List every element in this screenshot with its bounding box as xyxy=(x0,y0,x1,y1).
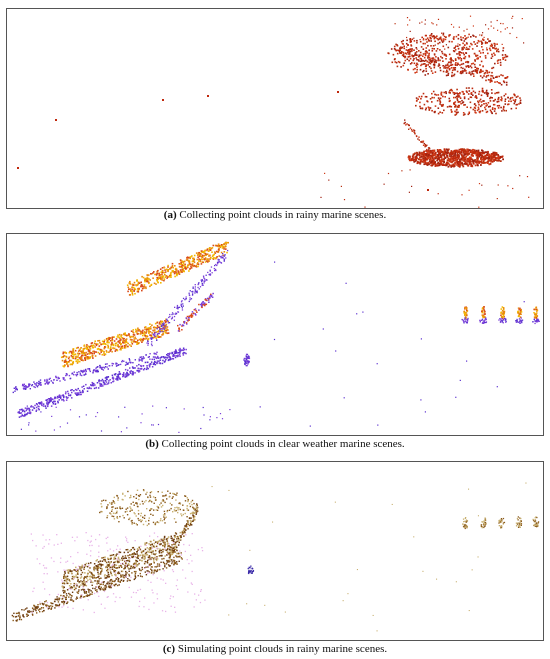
panel-c-caption-text: Simulating point clouds in rainy marine … xyxy=(177,643,388,655)
panel-c-caption: (c) Simulating point clouds in rainy mar… xyxy=(0,642,550,656)
panel-a-caption-text: Collecting point clouds in rainy marine … xyxy=(179,209,387,221)
panel-c-image xyxy=(6,461,544,641)
panel-a-caption: (a) Collecting point clouds in rainy mar… xyxy=(0,208,550,222)
panel-c-label: (c) xyxy=(162,643,176,655)
panel-b-image xyxy=(6,233,544,436)
point-cloud-rainy-collected xyxy=(17,15,530,208)
panel-b-label: (b) xyxy=(145,438,159,450)
panel-a-label: (a) xyxy=(163,209,177,221)
panel-a-image xyxy=(6,8,544,209)
point-cloud-rainy-simulated xyxy=(11,482,540,632)
panel-b-caption: (b) Collecting point clouds in clear wea… xyxy=(0,437,550,451)
point-cloud-clear-collected xyxy=(12,241,540,433)
panel-b-caption-text: Collecting point clouds in clear weather… xyxy=(161,438,405,450)
